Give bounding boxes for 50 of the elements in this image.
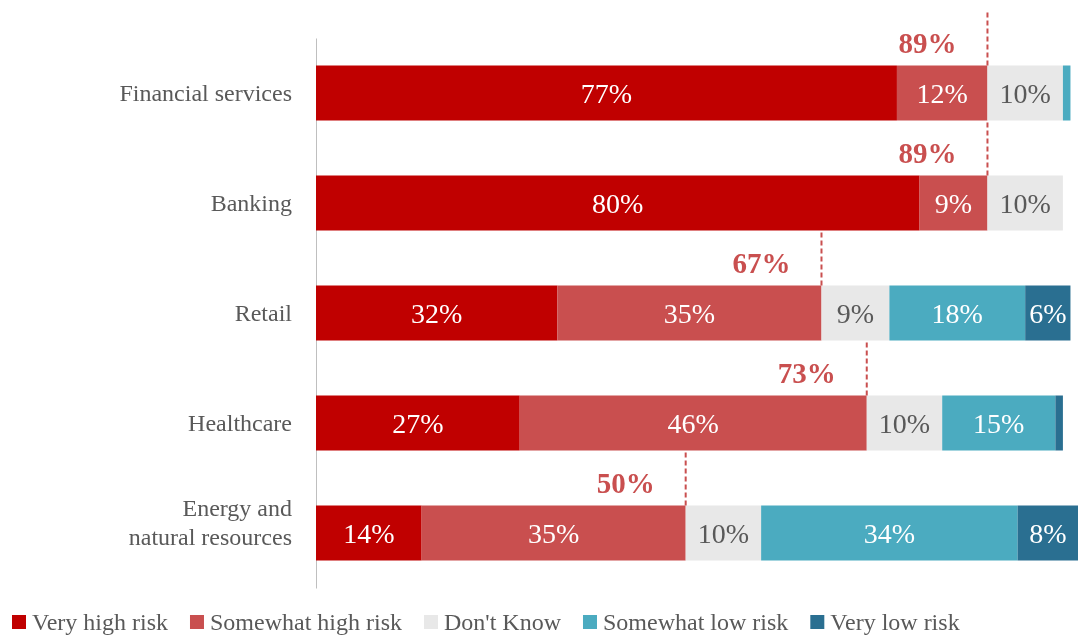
bar: [821, 285, 890, 341]
data-label: 10%: [878, 407, 931, 439]
bar: [316, 65, 897, 121]
data-label: 9%: [836, 297, 875, 329]
y-tick-label: Financial services: [119, 79, 292, 106]
legend-label: Don't Know: [443, 609, 562, 635]
annotation: 50%: [596, 466, 655, 499]
data-label: 18%: [931, 297, 983, 329]
y-tick-label: Banking: [210, 189, 292, 216]
legend-label: Very low risk: [830, 609, 960, 635]
annotation: 89%: [898, 136, 957, 169]
data-label: 46%: [667, 407, 719, 439]
y-tick-label: Retail: [234, 299, 293, 326]
bar: [316, 175, 920, 231]
bar: [866, 395, 943, 451]
bar: [316, 395, 520, 451]
bar: [889, 285, 1026, 341]
bar: [1062, 65, 1071, 121]
data-label: 9%: [934, 187, 973, 219]
legend-label: Somewhat low risk: [602, 609, 789, 635]
data-label: 80%: [592, 187, 644, 219]
data-label: 12%: [916, 77, 968, 109]
y-tick-label: Energy and natural resources: [128, 495, 292, 550]
bar: [316, 505, 422, 561]
bar: [942, 395, 1056, 451]
legend-label: Very high risk: [32, 609, 168, 635]
data-label: 14%: [343, 517, 395, 549]
legend-label: Somewhat high risk: [209, 609, 402, 635]
bar: [685, 505, 762, 561]
bar: [1055, 395, 1063, 451]
data-label: 35%: [527, 517, 580, 549]
data-label: 8%: [1029, 517, 1067, 549]
bar: [316, 285, 558, 341]
data-label: 27%: [392, 407, 444, 439]
data-label: 10%: [999, 187, 1051, 219]
annotation: 73%: [777, 356, 836, 389]
data-label: 6%: [1029, 297, 1067, 329]
bar: [987, 65, 1063, 121]
data-label: 32%: [411, 297, 463, 329]
data-label: 10%: [999, 77, 1051, 109]
data-label: 10%: [697, 517, 750, 549]
data-label: 15%: [973, 407, 1025, 439]
y-tick-label: Healthcare: [188, 409, 292, 436]
bar: [987, 175, 1063, 231]
data-label: 35%: [663, 297, 716, 329]
data-label: 34%: [863, 517, 916, 549]
data-label: 77%: [580, 77, 633, 109]
annotation: 89%: [898, 26, 957, 59]
bar: [761, 505, 1018, 561]
annotation: 67%: [732, 246, 791, 279]
